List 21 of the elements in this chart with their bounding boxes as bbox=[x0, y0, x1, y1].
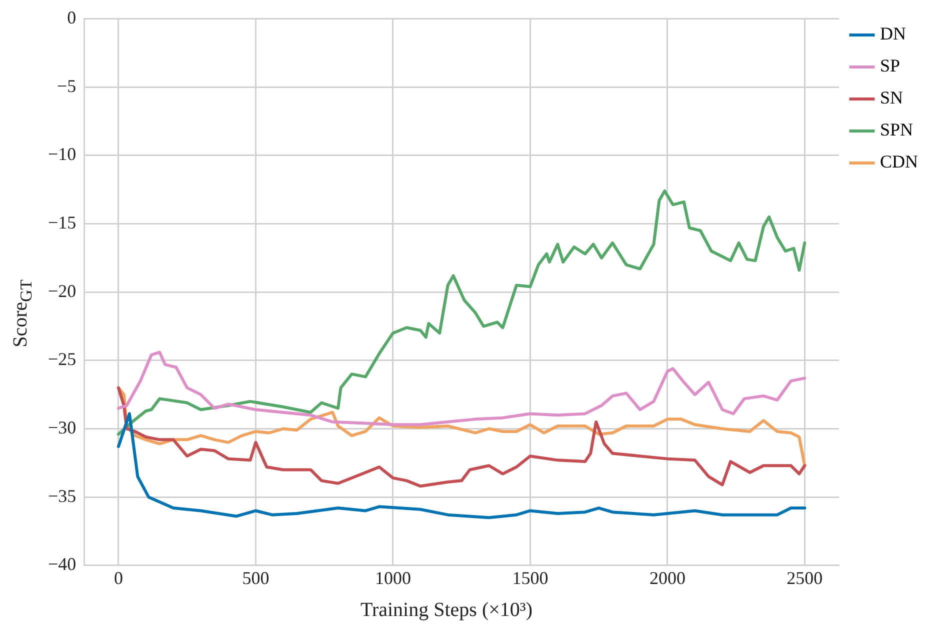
x-tick-label: 1500 bbox=[512, 568, 548, 588]
y-tick-label: −25 bbox=[48, 349, 76, 370]
legend-label: CDN bbox=[880, 152, 918, 172]
legend-label: SN bbox=[880, 88, 904, 108]
legend-label: DN bbox=[880, 24, 906, 44]
x-tick-label: 500 bbox=[242, 568, 270, 588]
y-tick-label: −30 bbox=[48, 417, 76, 438]
y-tick-label: 0 bbox=[67, 8, 76, 28]
x-axis-title: Training Steps (×10³) bbox=[359, 599, 534, 622]
x-tick-label: 2000 bbox=[649, 568, 686, 588]
legend-label: SPN bbox=[880, 120, 914, 140]
y-tick-label: −35 bbox=[48, 486, 76, 506]
y-tick-label: −40 bbox=[48, 554, 76, 574]
legend-label: SP bbox=[880, 56, 900, 76]
y-tick-label: −20 bbox=[48, 280, 76, 301]
x-tick-label: 2500 bbox=[786, 568, 823, 588]
y-tick-label: −15 bbox=[48, 212, 76, 233]
y-tick-label: −5 bbox=[56, 76, 76, 96]
x-tick-label: 0 bbox=[114, 568, 123, 588]
x-tick-label: 1000 bbox=[374, 568, 411, 588]
y-tick-label: −10 bbox=[48, 144, 76, 164]
